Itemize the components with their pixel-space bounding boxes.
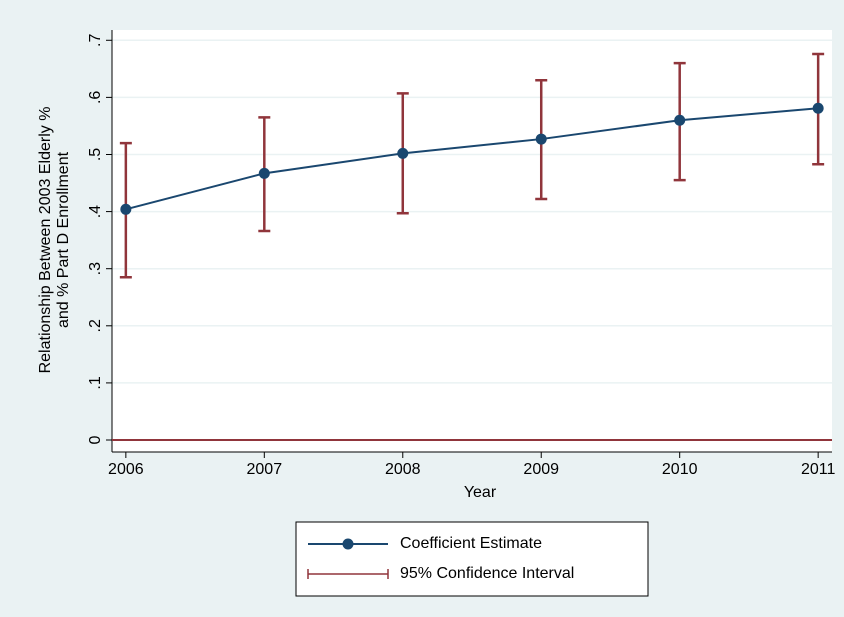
- x-tick-label: 2008: [385, 461, 421, 478]
- y-tick-label: .5: [87, 148, 104, 161]
- x-axis-title: Year: [464, 484, 497, 501]
- legend-label: 95% Confidence Interval: [400, 565, 574, 582]
- marker: [535, 133, 547, 145]
- y-axis-title: Relationship Between 2003 Elderly %: [37, 107, 54, 374]
- legend-swatch: [307, 569, 389, 579]
- y-axis-title: and % Part D Enrollment: [55, 151, 72, 328]
- marker: [397, 147, 409, 159]
- y-tick-label: 0: [87, 435, 104, 444]
- legend-label: Coefficient Estimate: [400, 535, 542, 552]
- x-tick-label: 2006: [108, 461, 144, 478]
- marker: [812, 102, 824, 114]
- marker: [258, 167, 270, 179]
- plot-area: [112, 30, 832, 452]
- legend: [295, 521, 649, 597]
- y-tick-label: .3: [87, 262, 104, 275]
- y-tick-label: .1: [87, 376, 104, 389]
- marker: [674, 114, 686, 126]
- x-tick-label: 2009: [523, 461, 559, 478]
- x-tick-label: 2011: [801, 461, 836, 478]
- x-tick-label: 2007: [247, 461, 283, 478]
- x-tick-label: 2010: [662, 461, 698, 478]
- y-tick-label: .6: [87, 91, 104, 104]
- y-tick-label: .2: [87, 319, 104, 332]
- legend-swatch: [342, 538, 354, 550]
- line: [125, 107, 819, 211]
- y-tick-label: .7: [87, 34, 104, 47]
- marker: [120, 203, 132, 215]
- y-tick-label: .4: [87, 205, 104, 218]
